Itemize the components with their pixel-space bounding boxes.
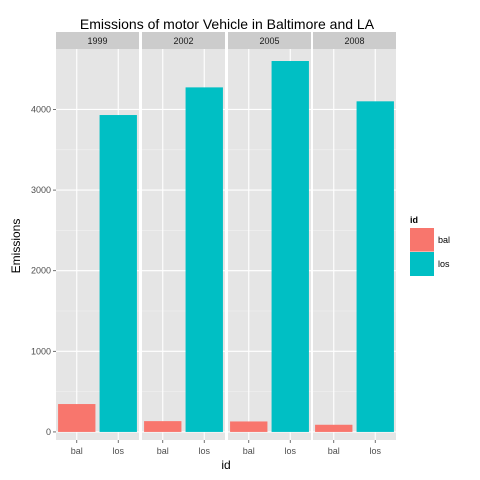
facet-panels: 1999 bal los 2002 bal los 2005 bal los 2008 bal los [56,32,396,456]
y-tick-label: 0 [46,427,51,437]
legend-label-los: los [438,259,450,269]
bar-bal-2002 [144,421,182,432]
x-tick-label: los [369,446,381,456]
facet-panel-1999: 1999 bal los [56,32,139,456]
bar-los-2005 [271,61,309,432]
y-axis-title: Emissions [9,219,23,274]
x-tick-label: bal [71,446,83,456]
facet-strip [56,32,139,49]
facet-panel-2008: 2008 bal los [313,32,396,456]
x-tick-label: bal [243,446,255,456]
legend-key-los [410,252,434,276]
bar-los-2002 [185,87,223,432]
facet-strip [142,32,225,49]
facet-strip-label: 2005 [259,36,279,46]
bar-los-2008 [356,101,394,432]
facet-strip [313,32,396,49]
legend-title: id [410,215,418,225]
chart-title: Emissions of motor Vehicle in Baltimore … [80,16,375,32]
bar-los-1999 [99,115,137,432]
legend: id bal los [409,215,450,277]
legend-key-bal [410,228,434,252]
facet-panel-2005: 2005 bal los [228,32,311,456]
bar-bal-1999 [58,404,96,432]
facet-strip-label: 2008 [344,36,364,46]
facet-strip-label: 1999 [87,36,107,46]
y-tick-label: 1000 [31,346,51,356]
x-tick-label: bal [157,446,169,456]
x-tick-label: los [198,446,210,456]
x-tick-label: los [112,446,124,456]
legend-label-bal: bal [438,235,450,245]
y-tick-label: 3000 [31,185,51,195]
facet-strip-label: 2002 [173,36,193,46]
y-tick-label: 2000 [31,266,51,276]
facet-panel-2002: 2002 bal los [142,32,225,456]
x-axis-title: id [221,458,230,472]
bar-bal-2008 [315,424,353,432]
y-tick-label: 4000 [31,104,51,114]
bar-bal-2005 [230,421,268,432]
x-tick-label: bal [328,446,340,456]
y-axis: 0 1000 2000 3000 4000 [31,104,56,437]
x-tick-label: los [284,446,296,456]
facet-strip [228,32,311,49]
